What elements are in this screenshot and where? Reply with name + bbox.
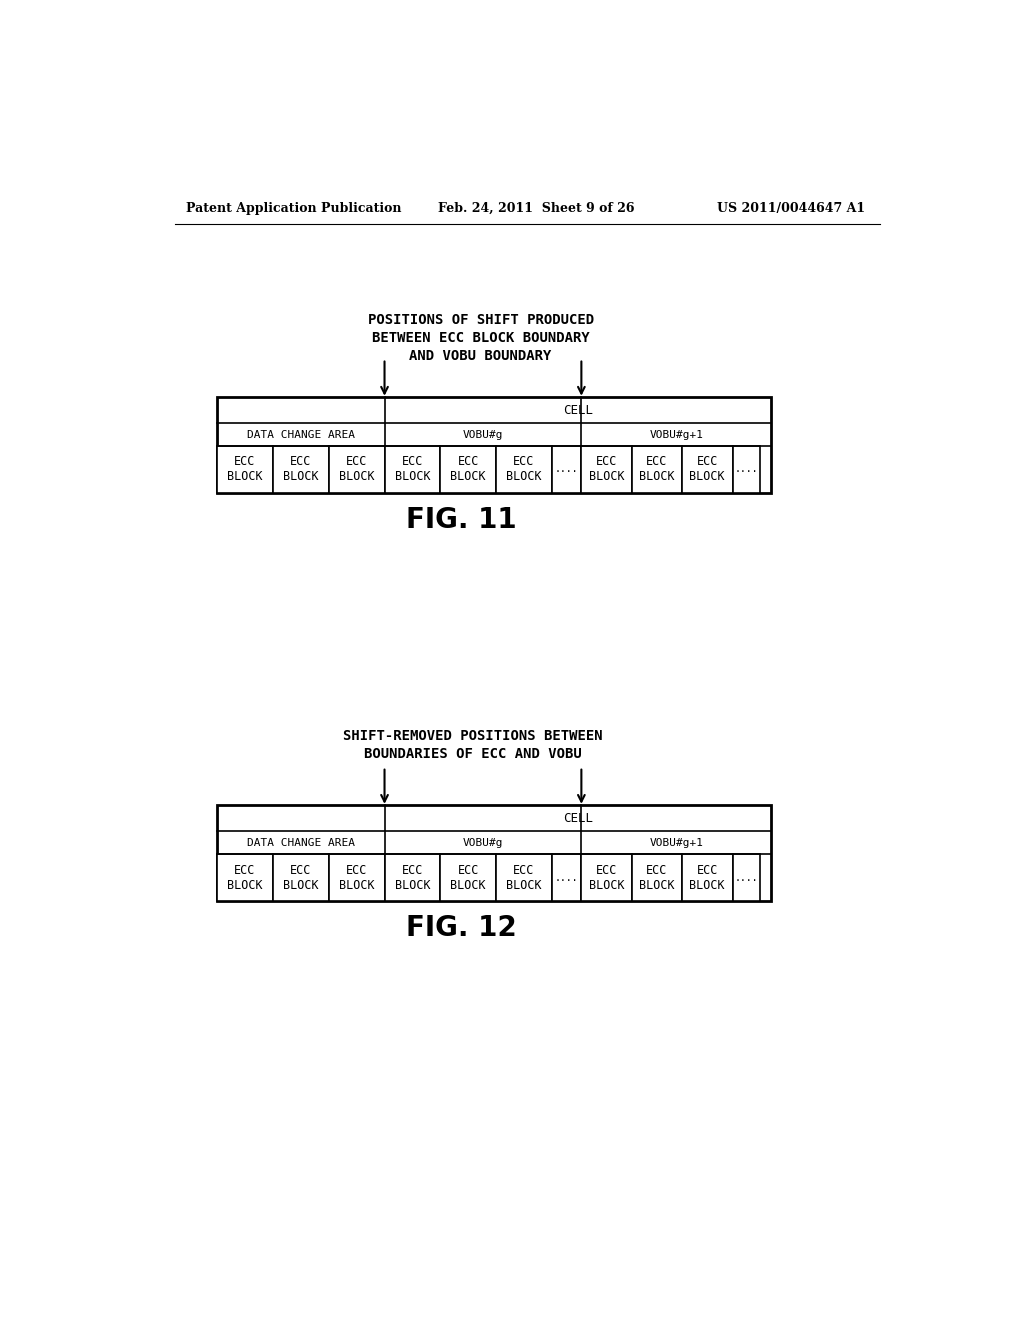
Bar <box>217 854 273 900</box>
Text: VOBU#g+1: VOBU#g+1 <box>649 430 703 440</box>
Text: ECC
BLOCK: ECC BLOCK <box>394 455 430 483</box>
Bar <box>329 854 385 900</box>
Text: ....: .... <box>734 465 758 474</box>
Text: ECC
BLOCK: ECC BLOCK <box>227 863 263 891</box>
Text: CELL: CELL <box>563 812 593 825</box>
Text: AND VOBU BOUNDARY: AND VOBU BOUNDARY <box>410 348 552 363</box>
Text: DATA CHANGE AREA: DATA CHANGE AREA <box>247 838 355 847</box>
Bar <box>273 446 329 492</box>
Text: BETWEEN ECC BLOCK BOUNDARY: BETWEEN ECC BLOCK BOUNDARY <box>372 331 590 345</box>
Bar <box>552 446 582 492</box>
Text: Feb. 24, 2011  Sheet 9 of 26: Feb. 24, 2011 Sheet 9 of 26 <box>438 202 635 215</box>
Bar <box>582 854 632 900</box>
Bar <box>496 854 552 900</box>
Text: ECC
BLOCK: ECC BLOCK <box>639 455 675 483</box>
Text: ECC
BLOCK: ECC BLOCK <box>227 455 263 483</box>
Text: ECC
BLOCK: ECC BLOCK <box>639 863 675 891</box>
Bar <box>217 446 273 492</box>
Text: US 2011/0044647 A1: US 2011/0044647 A1 <box>717 202 865 215</box>
Bar <box>217 397 771 492</box>
Text: ECC
BLOCK: ECC BLOCK <box>689 455 725 483</box>
Bar <box>440 854 496 900</box>
Text: ECC
BLOCK: ECC BLOCK <box>394 863 430 891</box>
Bar <box>217 805 771 900</box>
Text: CELL: CELL <box>563 404 593 417</box>
Bar <box>552 854 582 900</box>
Text: ECC
BLOCK: ECC BLOCK <box>451 863 486 891</box>
Bar <box>440 446 496 492</box>
Text: FIG. 12: FIG. 12 <box>406 915 517 942</box>
Text: ....: .... <box>555 873 579 883</box>
Text: ....: .... <box>555 465 579 474</box>
Text: ECC
BLOCK: ECC BLOCK <box>689 863 725 891</box>
Bar <box>682 854 732 900</box>
Bar <box>329 446 385 492</box>
Text: ECC
BLOCK: ECC BLOCK <box>506 455 542 483</box>
Text: ECC
BLOCK: ECC BLOCK <box>283 863 318 891</box>
Bar <box>385 446 440 492</box>
Bar <box>732 854 760 900</box>
Bar <box>273 854 329 900</box>
Text: Patent Application Publication: Patent Application Publication <box>186 202 401 215</box>
Text: ECC
BLOCK: ECC BLOCK <box>506 863 542 891</box>
Text: VOBU#g: VOBU#g <box>463 430 503 440</box>
Text: DATA CHANGE AREA: DATA CHANGE AREA <box>247 430 355 440</box>
Bar <box>385 854 440 900</box>
Bar <box>496 446 552 492</box>
Text: ECC
BLOCK: ECC BLOCK <box>283 455 318 483</box>
Text: ECC
BLOCK: ECC BLOCK <box>589 863 625 891</box>
Text: ECC
BLOCK: ECC BLOCK <box>589 455 625 483</box>
Text: POSITIONS OF SHIFT PRODUCED: POSITIONS OF SHIFT PRODUCED <box>368 313 594 327</box>
Text: ECC
BLOCK: ECC BLOCK <box>339 863 375 891</box>
Bar <box>632 446 682 492</box>
Text: ....: .... <box>734 873 758 883</box>
Bar <box>632 854 682 900</box>
Text: FIG. 11: FIG. 11 <box>406 507 516 535</box>
Bar <box>682 446 732 492</box>
Bar <box>732 446 760 492</box>
Text: SHIFT-REMOVED POSITIONS BETWEEN: SHIFT-REMOVED POSITIONS BETWEEN <box>343 729 603 743</box>
Text: VOBU#g+1: VOBU#g+1 <box>649 838 703 847</box>
Text: ECC
BLOCK: ECC BLOCK <box>339 455 375 483</box>
Text: ECC
BLOCK: ECC BLOCK <box>451 455 486 483</box>
Text: BOUNDARIES OF ECC AND VOBU: BOUNDARIES OF ECC AND VOBU <box>364 747 582 760</box>
Bar <box>582 446 632 492</box>
Text: VOBU#g: VOBU#g <box>463 838 503 847</box>
